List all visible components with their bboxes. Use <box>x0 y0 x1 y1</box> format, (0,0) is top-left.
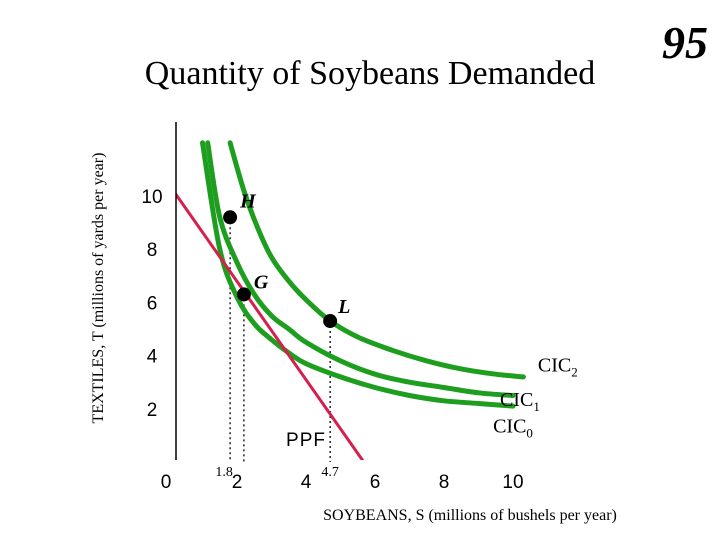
x-tick-0: 0 <box>161 472 172 493</box>
ppf-line-group <box>176 191 365 460</box>
x-tick-6: 6 <box>370 472 381 493</box>
indifference-curves <box>200 140 526 409</box>
point-h-label: H <box>239 190 257 212</box>
point-l-marker <box>323 314 338 329</box>
point-g-marker <box>236 287 251 302</box>
x-tick-10: 10 <box>502 472 523 493</box>
y-tick-2: 2 <box>147 400 158 421</box>
points: H G L <box>223 190 350 329</box>
x-tick-2: 2 <box>232 472 243 493</box>
y-tick-4: 4 <box>147 347 158 368</box>
y-axis-label: TEXTILES, T (millions of yards per year) <box>90 153 107 424</box>
cic-2-label: CIC2 <box>538 355 578 380</box>
ppf-line <box>176 191 365 460</box>
point-h-marker <box>223 210 238 225</box>
dotted-guides <box>229 217 331 462</box>
cic-1-label: CIC1 <box>500 389 540 414</box>
cic-0-label: CIC0 <box>493 416 533 441</box>
x-tick-labels: 0 2 4 6 8 10 1.8 4.7 <box>161 465 524 493</box>
ppf-label: PPF <box>286 430 326 451</box>
y-tick-labels: 2 4 6 8 10 <box>141 187 162 421</box>
y-tick-8: 8 <box>147 240 158 261</box>
y-tick-10: 10 <box>141 187 162 208</box>
point-l-label: L <box>337 296 350 318</box>
chart-title: Quantity of Soybeans Demanded <box>145 55 595 92</box>
x-tick-4: 4 <box>301 472 312 493</box>
point-g-label: G <box>254 271 269 293</box>
x-axis-label: SOYBEANS, S (millions of bushels per yea… <box>323 507 617 524</box>
x-minor-tick-4-7: 4.7 <box>321 465 339 480</box>
cic-1-curve <box>205 140 516 398</box>
x-minor-tick-1-8: 1.8 <box>215 465 233 480</box>
y-tick-6: 6 <box>147 293 158 314</box>
x-tick-8: 8 <box>439 472 450 493</box>
cic-0-curve <box>200 140 516 409</box>
slide-number: 95 <box>662 17 708 68</box>
